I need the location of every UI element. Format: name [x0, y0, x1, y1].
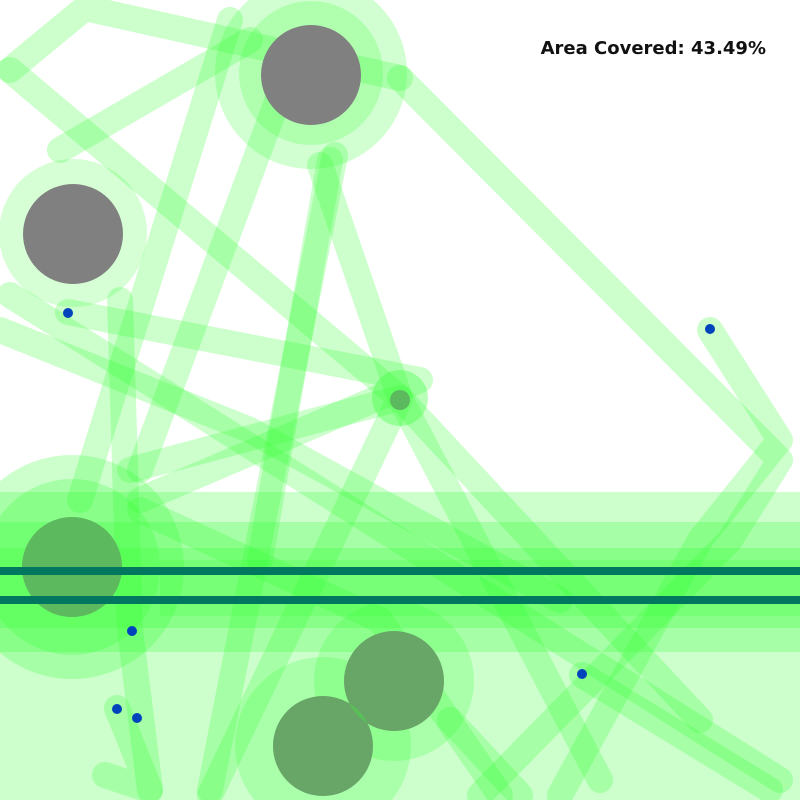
agents [63, 308, 715, 723]
trail-10 [67, 7, 243, 513]
trail-7 [127, 27, 313, 483]
trail-4 [547, 317, 793, 800]
obstacle-bottom-a [344, 631, 444, 731]
obstacle-small-center [390, 390, 410, 410]
trail-3 [387, 65, 793, 800]
tracks [0, 567, 800, 604]
trail-5 [0, 282, 793, 793]
agent-3 [127, 626, 137, 636]
obstacle-tint-center [390, 390, 410, 410]
coverage-band-core [0, 548, 800, 628]
obstacle-tint-bottom-b [273, 696, 373, 796]
obstacle-bottom-b [273, 696, 373, 796]
obstacle-mid-left [23, 184, 123, 284]
obstacles [22, 25, 444, 796]
trail-8 [197, 142, 348, 800]
obstacle-tint-bottom-a [344, 631, 444, 731]
trail-17 [247, 147, 343, 573]
track-lower [0, 596, 800, 604]
trail-6 [55, 299, 433, 513]
area-covered-value: 43.49% [691, 38, 766, 59]
trail-19 [0, 317, 573, 613]
agent-4 [577, 669, 587, 679]
trail-11 [47, 27, 263, 163]
trail-18 [127, 497, 513, 800]
agent-6 [132, 713, 142, 723]
agent-2 [705, 324, 715, 334]
area-covered-label: Area Covered: [540, 38, 685, 59]
trail-14 [569, 662, 783, 800]
trail-16 [437, 707, 533, 800]
area-covered-readout: Area Covered: 43.49% [541, 38, 766, 59]
agent-1 [63, 308, 73, 318]
track-upper [0, 567, 800, 575]
obstacle-top [261, 25, 361, 125]
trail-13 [92, 695, 163, 800]
agent-5 [112, 704, 122, 714]
